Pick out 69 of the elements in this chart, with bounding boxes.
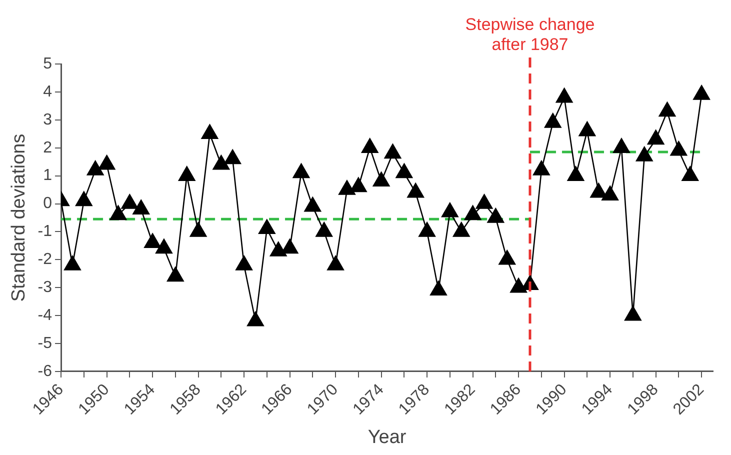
point [190,222,207,237]
point [556,88,573,103]
point [166,266,184,282]
point [224,149,242,164]
y-tick-label: -4 [38,306,52,324]
y-tick-label: -1 [38,223,52,240]
point [487,208,504,223]
point [464,205,482,220]
y-tick-label: 1 [43,167,52,184]
point [327,256,344,270]
point [407,182,424,198]
ref-line-label: Stepwise change after 1987 [465,15,595,54]
point [132,200,150,214]
point [316,222,333,237]
point [361,138,378,153]
y-tick-label: -2 [38,251,52,268]
point [178,166,196,181]
y-tick-label: 2 [43,139,52,156]
y-tick-label: -3 [38,279,52,296]
point [476,194,493,209]
y-axis-title: Standard deviations [8,134,30,302]
point [350,177,367,192]
y-tick-label: -6 [38,362,52,380]
point [384,144,402,159]
y-tick-label: 4 [43,83,52,100]
point [372,172,390,187]
point [441,202,458,218]
point [110,205,127,220]
point [98,154,116,170]
point [212,154,230,170]
point [693,85,710,100]
point [658,102,676,117]
point [281,238,298,254]
point [396,163,413,178]
point [270,242,287,256]
point [418,222,436,237]
point [258,219,276,234]
point [544,113,562,128]
point [510,278,527,293]
point [201,124,218,140]
point [670,140,688,156]
point [144,233,161,248]
point [498,250,516,265]
point [156,238,172,254]
point [624,306,642,321]
x-axis-title: Year [368,426,407,448]
y-tick-label: 3 [43,111,52,128]
point [578,121,596,136]
point [247,311,264,326]
point [647,130,664,145]
point [75,191,92,206]
y-tick-label: 0 [43,195,52,212]
point [602,186,618,201]
point [121,194,138,209]
point [64,256,81,270]
point [636,146,653,162]
point [682,166,699,181]
point [338,180,356,195]
point [613,138,630,153]
y-tick-label: 5 [43,55,52,72]
point [236,256,252,270]
point [532,160,550,176]
point [304,196,322,212]
point [567,166,584,181]
point [292,163,310,178]
y-tick-label: -5 [38,334,52,352]
point [86,160,104,176]
point [452,222,470,237]
point [430,280,447,296]
